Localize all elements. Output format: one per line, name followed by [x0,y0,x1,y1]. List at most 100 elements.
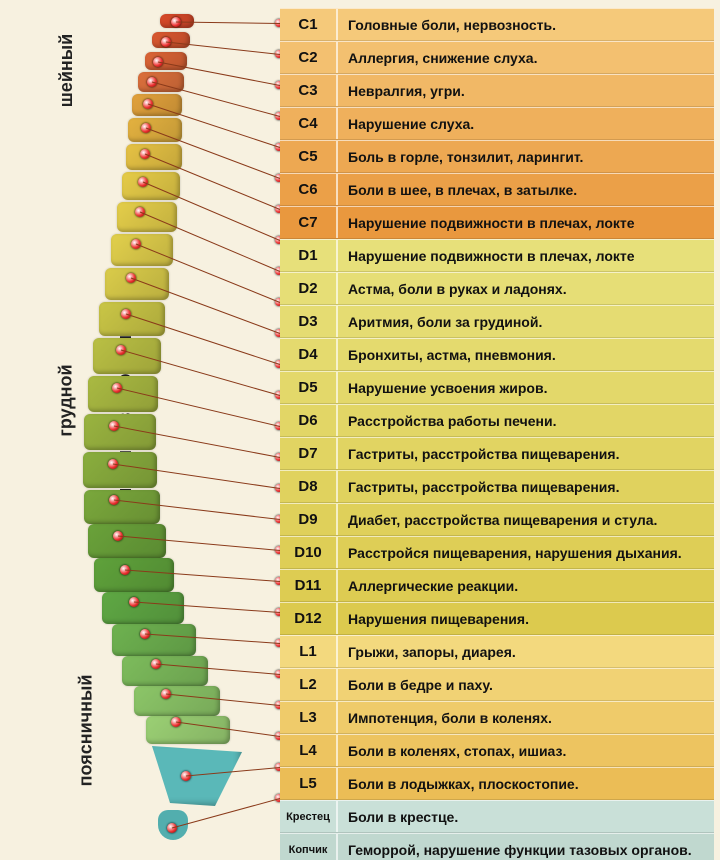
vertebra-code: D7 [280,438,338,469]
symptom-text: Аллергические реакции. [338,570,714,601]
symptom-row: D7Гастриты, расстройства пищеварения. [280,437,714,470]
symptom-text: Боли в крестце. [338,801,714,832]
symptom-row: С4Нарушение слуха. [280,107,714,140]
symptom-text: Гастриты, расстройства пищеварения. [338,438,714,469]
vertebra-shape [83,452,157,488]
symptom-text: Боли в коленях, стопах, ишиаз. [338,735,714,766]
vertebra-shape [105,268,169,300]
symptom-text: Нарушение усвоения жиров. [338,372,714,403]
vertebra-code: С2 [280,42,338,73]
vertebra-shape [138,72,184,92]
vertebra-marker [153,57,163,67]
vertebra-marker [140,149,150,159]
symptom-text: Нарушение подвижности в плечах, локте [338,240,714,271]
vertebra-marker [171,717,181,727]
symptom-text: Боль в горле, тонзилит, ларингит. [338,141,714,172]
vertebra-shape [122,172,180,200]
vertebra-shape [88,524,166,558]
vertebra-marker [161,37,171,47]
sacrum-shape [152,746,242,806]
symptom-table: С1Головные боли, нервозность.С2Аллергия,… [280,8,714,860]
symptom-text: Расстройся пищеварения, нарушения дыхани… [338,537,714,568]
vertebra-shape [126,144,182,170]
symptom-row: D3Аритмия, боли за грудиной. [280,305,714,338]
vertebra-shape [128,118,182,142]
vertebra-marker [109,495,119,505]
vertebra-marker [112,383,122,393]
symptom-row: С1Головные боли, нервозность. [280,8,714,41]
vertebra-shape [117,202,177,232]
symptom-text: Гастриты, расстройства пищеварения. [338,471,714,502]
symptom-row: D1Нарушение подвижности в плечах, локте [280,239,714,272]
vertebra-code: Копчик [280,834,338,860]
symptom-text: Нарушение слуха. [338,108,714,139]
symptom-row: С5Боль в горле, тонзилит, ларингит. [280,140,714,173]
symptom-row: D5Нарушение усвоения жиров. [280,371,714,404]
symptom-text: Расстройства работы печени. [338,405,714,436]
vertebra-code: L4 [280,735,338,766]
symptom-row: D4Бронхиты, астма, пневмония. [280,338,714,371]
symptom-text: Геморрой, нарушение функции тазовых орга… [338,834,714,860]
vertebra-marker [120,565,130,575]
symptom-text: Грыжи, запоры, диарея. [338,636,714,667]
symptom-text: Нарушения пищеварения. [338,603,714,634]
vertebra-code: D11 [280,570,338,601]
vertebra-marker [147,77,157,87]
vertebra-marker [140,629,150,639]
vertebra-code: D10 [280,537,338,568]
vertebra-shape [112,624,196,656]
vertebra-code: D12 [280,603,338,634]
vertebra-code: Крестец [280,801,338,832]
vertebra-shape [99,302,165,336]
vertebra-shape [145,52,187,70]
symptom-row: КрестецБоли в крестце. [280,800,714,833]
symptom-text: Нарушение подвижности в плечах, локте [338,207,714,238]
vertebra-shape [152,32,190,48]
vertebra-shape [111,234,173,266]
vertebra-code: С3 [280,75,338,106]
symptom-text: Невралгия, угри. [338,75,714,106]
vertebra-marker [171,17,181,27]
vertebra-code: L1 [280,636,338,667]
vertebra-code: D6 [280,405,338,436]
vertebra-marker [131,239,141,249]
vertebra-marker [143,99,153,109]
vertebra-marker [109,421,119,431]
vertebra-marker [121,309,131,319]
vertebra-marker [138,177,148,187]
symptom-row: С7Нарушение подвижности в плечах, локте [280,206,714,239]
symptom-row: L2Боли в бедре и паху. [280,668,714,701]
vertebra-code: L5 [280,768,338,799]
vertebra-code: С4 [280,108,338,139]
vertebra-code: С6 [280,174,338,205]
vertebra-shape [132,94,182,116]
symptom-row: L4Боли в коленях, стопах, ишиаз. [280,734,714,767]
symptom-row: КопчикГеморрой, нарушение функции тазовы… [280,833,714,860]
vertebra-shape [146,716,230,744]
symptom-row: L5Боли в лодыжках, плоскостопие. [280,767,714,800]
vertebra-marker [113,531,123,541]
vertebra-shape [102,592,184,624]
section-label: шейный [56,34,77,107]
symptom-row: С6Боли в шее, в плечах, в затылке. [280,173,714,206]
vertebra-code: D9 [280,504,338,535]
section-label: грудной [56,364,77,436]
symptom-row: D6Расстройства работы печени. [280,404,714,437]
symptom-text: Боли в лодыжках, плоскостопие. [338,768,714,799]
section-label: поясничный [75,675,96,787]
vertebra-marker [116,345,126,355]
symptom-row: L3Импотенция, боли в коленях. [280,701,714,734]
symptom-text: Аритмия, боли за грудиной. [338,306,714,337]
vertebra-code: D8 [280,471,338,502]
symptom-text: Диабет, расстройства пищеварения и стула… [338,504,714,535]
symptom-text: Аллергия, снижение слуха. [338,42,714,73]
vertebra-code: С5 [280,141,338,172]
symptom-row: D11Аллергические реакции. [280,569,714,602]
vertebra-code: С1 [280,9,338,40]
symptom-text: Боли в шее, в плечах, в затылке. [338,174,714,205]
vertebra-marker [181,771,191,781]
symptom-row: D9Диабет, расстройства пищеварения и сту… [280,503,714,536]
symptom-text: Импотенция, боли в коленях. [338,702,714,733]
symptom-row: D8Гастриты, расстройства пищеварения. [280,470,714,503]
vertebra-code: L3 [280,702,338,733]
